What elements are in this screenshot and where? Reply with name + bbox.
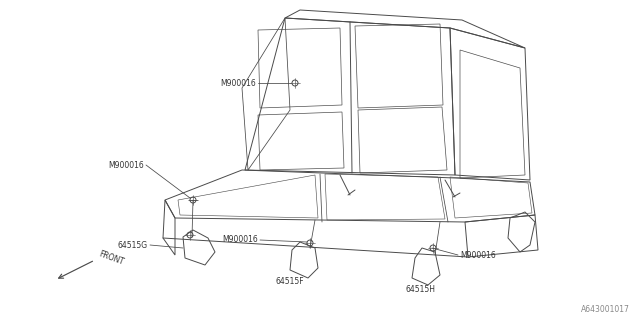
Text: M900016: M900016 xyxy=(220,78,256,87)
Text: M900016: M900016 xyxy=(460,251,496,260)
Text: FRONT: FRONT xyxy=(98,249,125,267)
Text: 64515F: 64515F xyxy=(276,277,304,286)
Text: M900016: M900016 xyxy=(108,161,144,170)
Text: A643001017: A643001017 xyxy=(581,305,630,314)
Text: M900016: M900016 xyxy=(222,236,258,244)
Text: 64515H: 64515H xyxy=(405,285,435,294)
Text: 64515G: 64515G xyxy=(118,241,148,250)
